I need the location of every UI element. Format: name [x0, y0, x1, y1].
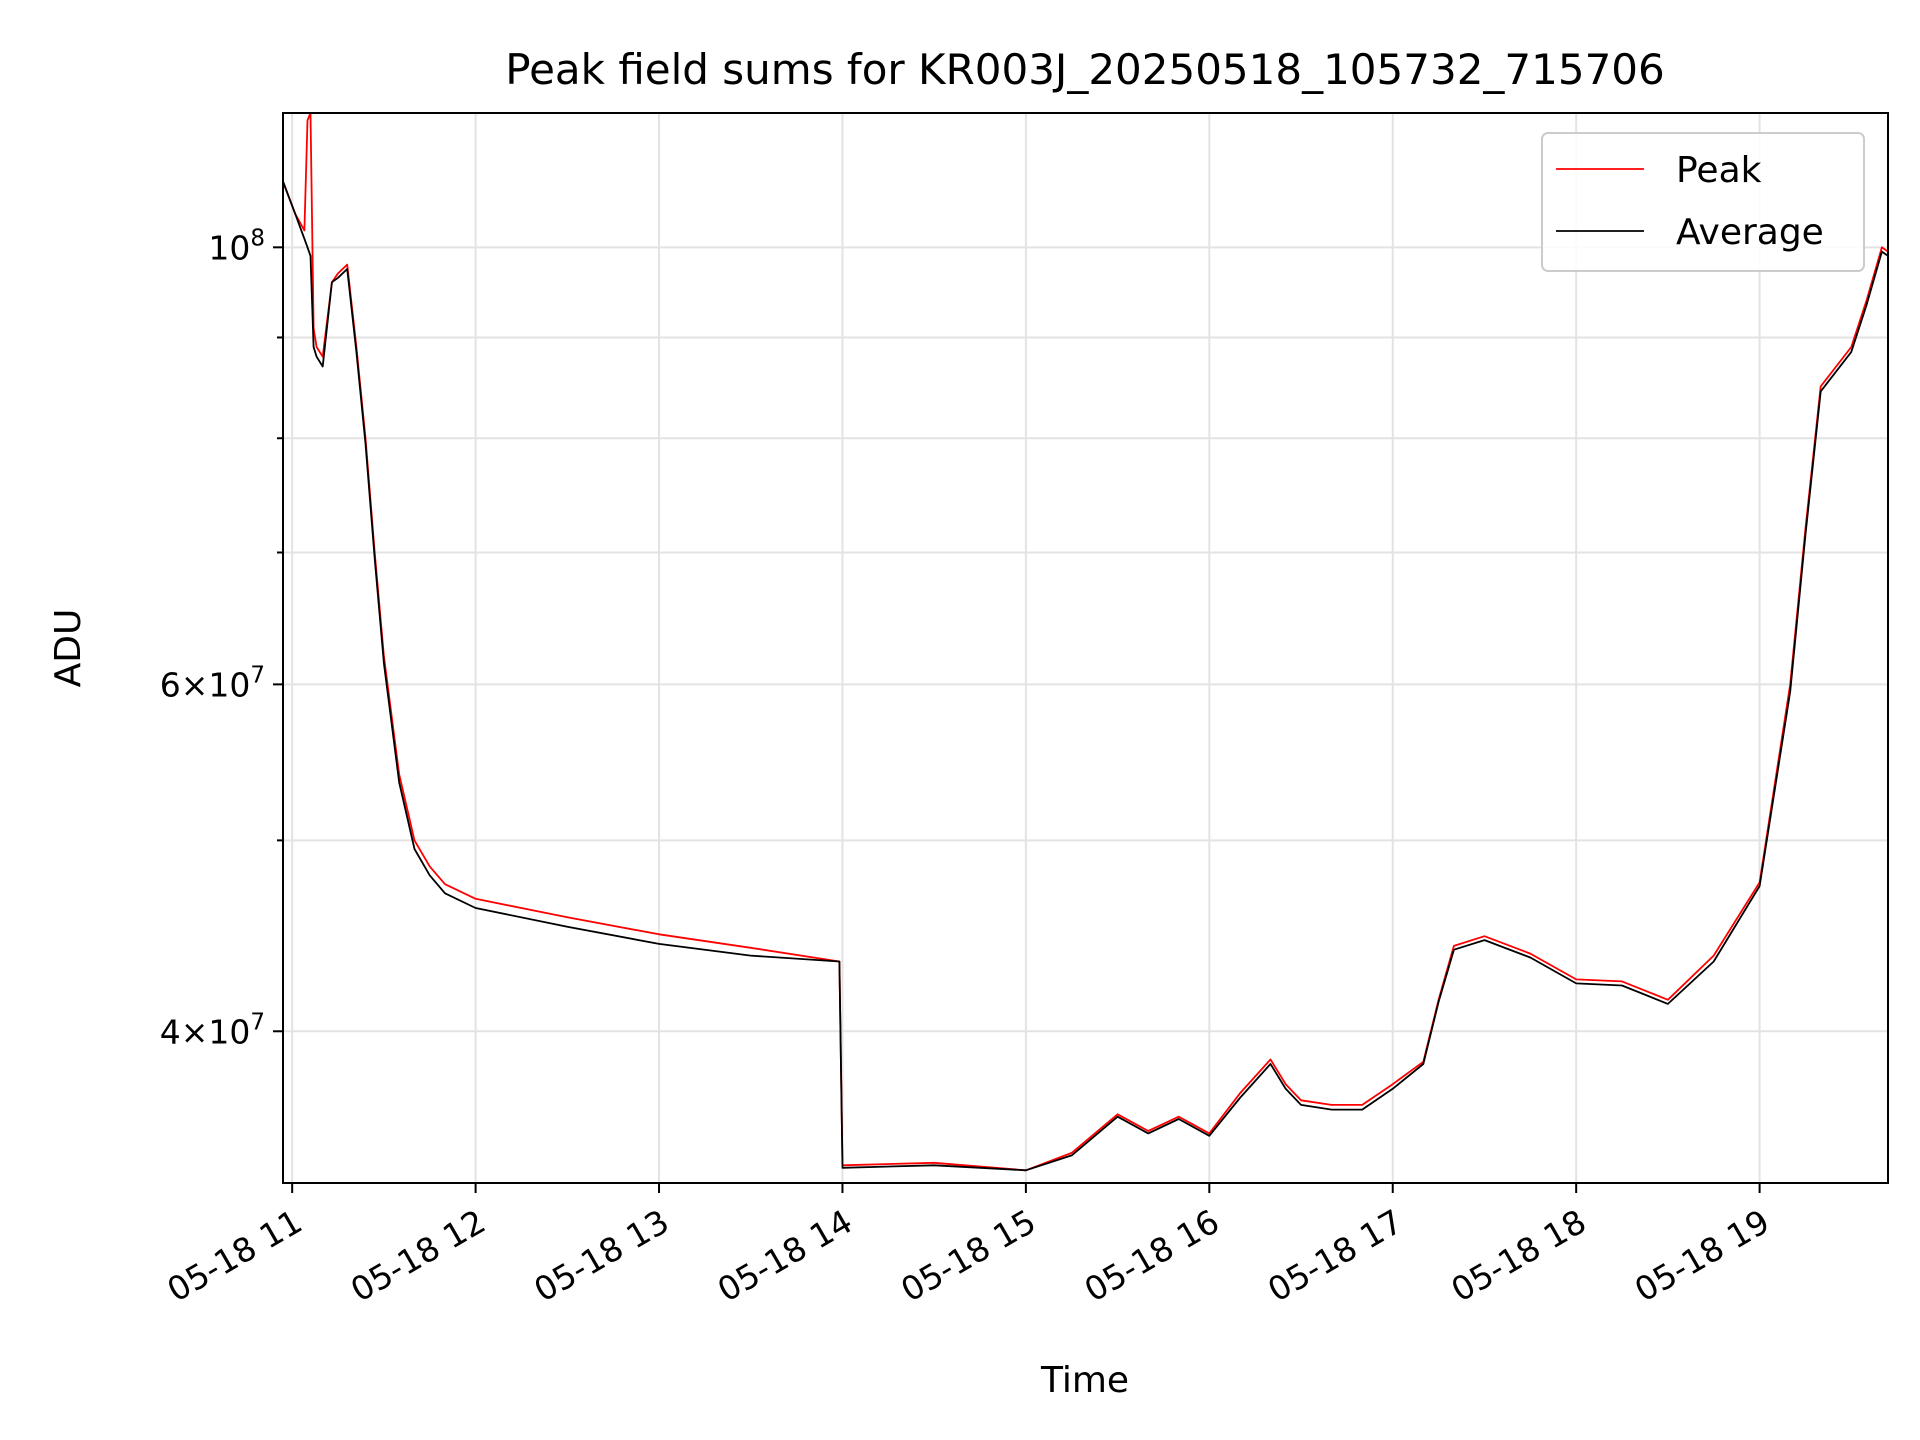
grid [283, 113, 1888, 1183]
y-tick-exponent: 8 [250, 225, 265, 251]
y-tick-label: 6×107 [160, 662, 265, 704]
y-tick-base: 10 [208, 1012, 250, 1051]
plot-frame [282, 112, 1889, 1184]
series-lines [282, 112, 1889, 1172]
y-tick-times: × [181, 1012, 209, 1051]
y-tick-label: 4×107 [160, 1009, 265, 1051]
y-tick-mantissa: 6 [160, 665, 181, 704]
x-axis-label: Time [1040, 1360, 1129, 1401]
y-tick-label: 108 [208, 225, 265, 267]
legend: Peak Average [1541, 132, 1865, 272]
series-line-average [282, 181, 1889, 1172]
chart-title: Peak field sums for KR003J_20250518_1057… [505, 45, 1665, 94]
legend-box [1541, 132, 1865, 272]
y-tick-base: 10 [208, 665, 250, 704]
y-tick-exponent: 7 [250, 662, 265, 688]
series-line-peak [282, 112, 1889, 1172]
y-axis-label: ADU [48, 609, 89, 688]
y-tick-mantissa: 4 [160, 1012, 181, 1051]
y-tick-times: × [181, 665, 209, 704]
y-tick-exponent: 7 [250, 1009, 265, 1035]
y-tick-base: 10 [208, 228, 250, 267]
legend-label-peak: Peak [1676, 150, 1762, 191]
legend-label-average: Average [1676, 212, 1824, 253]
